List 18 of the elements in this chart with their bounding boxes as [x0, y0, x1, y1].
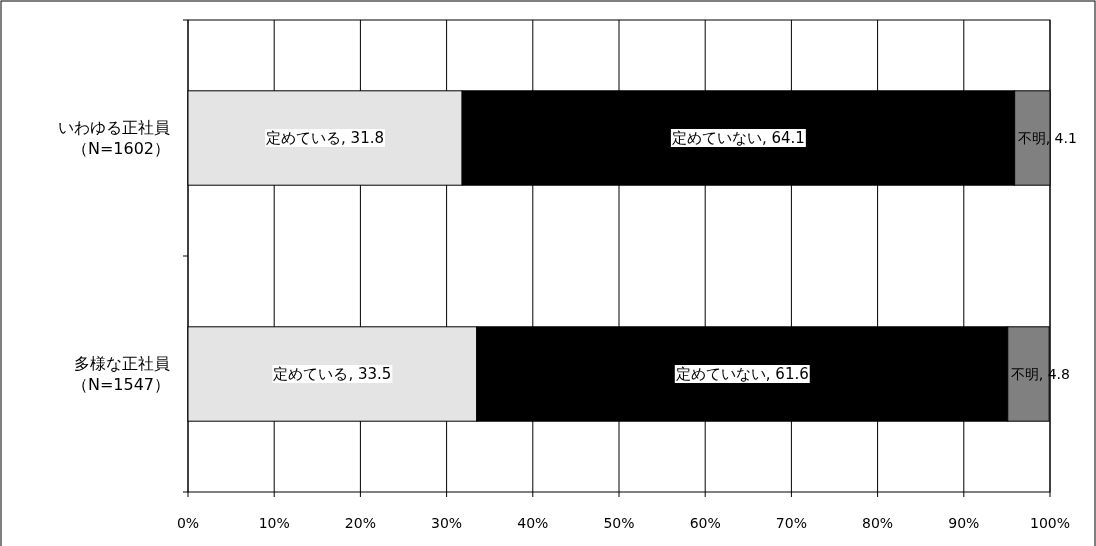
x-tick-label: 80% — [862, 515, 894, 531]
data-label: 定めている, 33.5 — [273, 365, 392, 383]
data-label: 定めている, 31.8 — [266, 129, 385, 147]
data-label: 定めていない, 64.1 — [671, 129, 805, 147]
x-tick-label: 30% — [431, 515, 463, 531]
x-tick-label: 100% — [1029, 515, 1071, 531]
x-tick-label: 20% — [344, 515, 376, 531]
y-tick-label: いわゆる正社員（N=1602） — [58, 118, 170, 158]
x-tick-label: 90% — [948, 515, 980, 531]
data-label: 定めていない, 61.6 — [675, 365, 809, 383]
x-tick-label: 60% — [689, 515, 721, 531]
x-tick-label: 70% — [775, 515, 807, 531]
data-label: 不明, 4.1 — [1017, 130, 1077, 146]
x-tick-label: 50% — [603, 515, 635, 531]
x-tick-label: 40% — [517, 515, 549, 531]
y-tick-label: 多様な正社員（N=1547） — [71, 354, 170, 394]
x-tick-label: 0% — [176, 515, 200, 531]
x-tick-label: 10% — [258, 515, 290, 531]
